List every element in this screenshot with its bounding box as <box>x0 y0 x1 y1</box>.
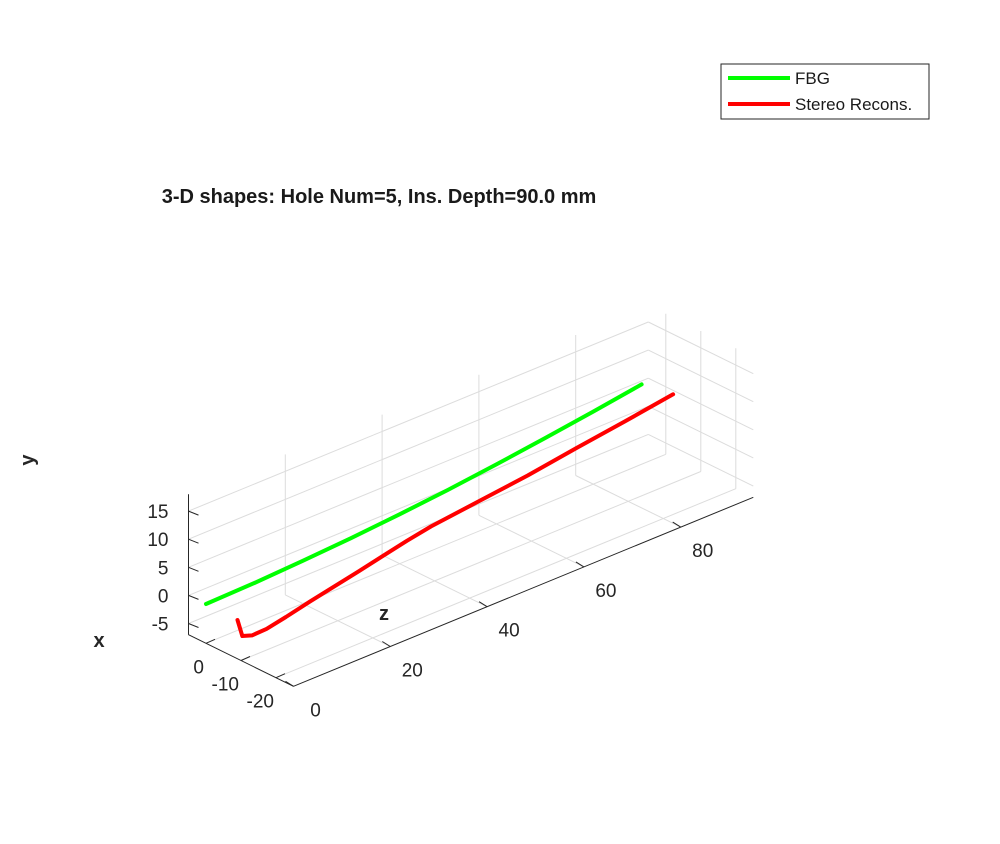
grid-side-y <box>648 349 754 403</box>
x-tick <box>205 638 216 644</box>
legend-box <box>720 63 930 120</box>
y-tick-label: 5 <box>158 558 169 579</box>
y-tick-label: -5 <box>152 615 169 636</box>
y-tick-label: 15 <box>147 502 168 523</box>
grid-wall-y <box>188 321 649 512</box>
y-tick-label: 0 <box>158 586 169 607</box>
z-tick-label: 60 <box>595 581 616 602</box>
x-tick <box>240 656 251 661</box>
x-tick-label: 0 <box>193 657 204 678</box>
x-tick-label: -20 <box>247 692 274 713</box>
y-axis-label: y <box>17 454 39 466</box>
z-tick-label: 0 <box>310 700 321 721</box>
y-tick <box>188 538 199 544</box>
y-tick <box>188 510 199 516</box>
z-tick-label: 80 <box>692 541 713 562</box>
y-tick <box>188 594 199 600</box>
grid-wall-y <box>188 349 649 540</box>
legend-label-stereo: Stereo Recons. <box>795 95 912 114</box>
z-tick <box>285 680 294 687</box>
grid-wall-y <box>188 377 649 568</box>
z-tick <box>382 641 391 647</box>
grid-floor-x <box>240 471 701 661</box>
z-axis-label: z <box>379 603 389 625</box>
z-tick <box>478 601 488 608</box>
grid-wall-y <box>188 405 649 596</box>
grid-floor-x <box>275 488 736 679</box>
grid-floor-x <box>205 453 666 644</box>
series-layer <box>204 382 676 638</box>
series-line-stereo-recons <box>235 392 676 638</box>
z-tick-label: 20 <box>402 661 423 682</box>
grid-side-y <box>648 405 754 459</box>
z-tick <box>672 521 681 528</box>
y-tick <box>188 623 199 628</box>
y-tick <box>188 566 199 572</box>
x-tick-label: -10 <box>212 675 239 696</box>
y-tick-label: 10 <box>147 530 168 551</box>
z-tick-label: 40 <box>499 621 520 642</box>
legend-label-fbg: FBG <box>795 69 830 88</box>
x-tick <box>275 673 286 679</box>
legend[interactable]: FBG Stereo Recons. <box>720 63 930 120</box>
grid-wall-y <box>188 433 649 624</box>
chart-title: 3-D shapes: Hole Num=5, Ins. Depth=90.0 … <box>162 186 597 208</box>
axes-3d: -5 0 5 10 15 -20 -10 0 0 20 40 60 80 <box>147 313 754 721</box>
series-line-fbg <box>204 382 644 606</box>
z-tick <box>575 561 585 568</box>
z-axis-line <box>293 496 754 687</box>
grid-side-y <box>648 433 754 487</box>
x-axis-label: x <box>93 630 104 652</box>
grid-side-y <box>648 321 754 375</box>
grid-side-y <box>648 377 754 431</box>
